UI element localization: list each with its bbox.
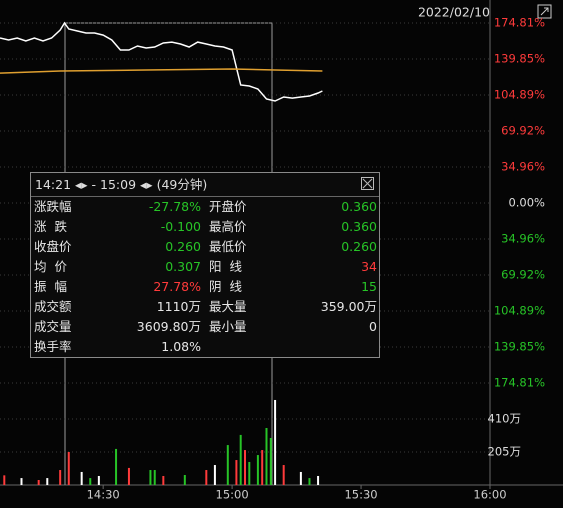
volume-bar bbox=[80, 471, 83, 485]
stat-label: 均 价 bbox=[34, 259, 67, 274]
stat-value: 15 bbox=[361, 279, 377, 294]
volume-bar bbox=[67, 451, 70, 485]
volume-bar bbox=[183, 475, 186, 485]
stat-value: 3609.80万 bbox=[136, 319, 201, 334]
stat-label: 收盘价 bbox=[34, 239, 72, 254]
volume-bar bbox=[308, 478, 311, 485]
range-start: 14:21 bbox=[35, 177, 72, 192]
x-tick-label: 16:00 bbox=[473, 488, 506, 502]
volume-bar bbox=[37, 480, 40, 485]
stat-value: 0.260 bbox=[165, 239, 201, 254]
volume-bar bbox=[239, 434, 242, 485]
stat-label: 开盘价 bbox=[209, 199, 247, 214]
tooltip-header: 14:21 ◂▸ - 15:09 ◂▸ (49分钟) bbox=[35, 177, 208, 192]
stat-value: -27.78% bbox=[148, 199, 201, 214]
stat-label: 振 幅 bbox=[34, 279, 67, 294]
y-tick-label: 174.81% bbox=[494, 376, 545, 390]
stat-label: 换手率 bbox=[34, 339, 72, 354]
y-tick-label: 205万 bbox=[488, 444, 521, 458]
volume-bar bbox=[115, 448, 118, 485]
y-tick-label: 69.92% bbox=[501, 267, 545, 281]
stat-value: 1110万 bbox=[156, 299, 201, 314]
volume-bar bbox=[299, 471, 302, 485]
stat-label: 最高价 bbox=[209, 219, 247, 234]
stat-label: 最低价 bbox=[209, 239, 247, 254]
stat-value: 34 bbox=[361, 259, 377, 274]
stat-value: -0.100 bbox=[160, 219, 201, 234]
y-tick-label: 104.89% bbox=[494, 304, 545, 318]
volume-bar bbox=[213, 465, 216, 485]
y-tick-label: 139.85% bbox=[494, 51, 545, 65]
stat-label: 涨跌幅 bbox=[34, 199, 72, 214]
volume-bar bbox=[265, 427, 268, 485]
stat-label: 阴 线 bbox=[209, 279, 242, 294]
stat-value: 0.260 bbox=[341, 239, 377, 254]
volume-bar bbox=[46, 478, 49, 485]
stat-label: 涨 跌 bbox=[34, 219, 67, 234]
x-tick-label: 14:30 bbox=[87, 488, 120, 502]
range-end: 15:09 bbox=[100, 177, 137, 192]
volume-bar bbox=[282, 465, 285, 485]
volume-bar bbox=[20, 478, 23, 485]
stat-label: 成交量 bbox=[34, 319, 72, 334]
y-tick-label: 174.81% bbox=[494, 16, 545, 30]
y-tick-label: 139.85% bbox=[494, 340, 545, 354]
y-tick-label: 410万 bbox=[488, 411, 521, 425]
range-separator: - bbox=[91, 177, 97, 192]
volume-bar bbox=[3, 475, 6, 485]
stat-value: 1.08% bbox=[161, 339, 201, 354]
volume-bar bbox=[162, 475, 165, 485]
volume-bar bbox=[89, 478, 92, 485]
stat-value: 27.78% bbox=[153, 279, 201, 294]
stat-value: 0.360 bbox=[341, 199, 377, 214]
volume-bar bbox=[97, 475, 100, 485]
y-tick-label: 34.96% bbox=[501, 231, 545, 245]
volume-bar bbox=[244, 450, 246, 485]
volume-bar bbox=[256, 455, 259, 485]
range-duration: (49分钟) bbox=[156, 177, 208, 192]
volume-bar bbox=[153, 470, 156, 485]
separator bbox=[31, 196, 379, 197]
y-tick-label: 104.89% bbox=[494, 87, 545, 101]
stat-value: 359.00万 bbox=[320, 299, 377, 314]
volume-bar bbox=[317, 475, 320, 485]
stat-label: 最小量 bbox=[209, 319, 247, 334]
date: 2022/02/10 bbox=[418, 5, 490, 20]
fullscreen-icon[interactable] bbox=[537, 4, 552, 19]
y-tick-label: 0.00% bbox=[508, 196, 545, 210]
y-tick-label: 69.92% bbox=[501, 124, 545, 138]
x-tick-label: 15:00 bbox=[216, 488, 249, 502]
y-tick-label: 34.96% bbox=[501, 160, 545, 174]
stat-value: 0.360 bbox=[341, 219, 377, 234]
stat-label: 最大量 bbox=[209, 299, 247, 314]
volume-bar bbox=[248, 461, 251, 485]
stat-label: 成交额 bbox=[34, 299, 72, 314]
stat-value: 0 bbox=[369, 319, 377, 334]
volume-bar bbox=[127, 467, 130, 485]
price-line bbox=[0, 21, 323, 102]
volume-bar bbox=[59, 470, 62, 485]
range-tooltip: 14:21 ◂▸ - 15:09 ◂▸ (49分钟) 涨跌幅 -27.78% 开盘价… bbox=[30, 172, 380, 358]
price-line bbox=[0, 68, 323, 74]
volume-bar bbox=[149, 470, 152, 485]
close-button[interactable] bbox=[361, 177, 374, 190]
x-tick-label: 15:30 bbox=[344, 488, 377, 502]
volume-bar bbox=[274, 399, 277, 485]
stat-label: 阳 线 bbox=[209, 259, 242, 274]
volume-bar bbox=[269, 437, 272, 485]
volume-bar bbox=[235, 460, 238, 485]
volume-bar bbox=[261, 450, 264, 485]
stat-value: 0.307 bbox=[165, 259, 201, 274]
volume-bar bbox=[205, 470, 208, 485]
volume-bar bbox=[226, 445, 229, 485]
